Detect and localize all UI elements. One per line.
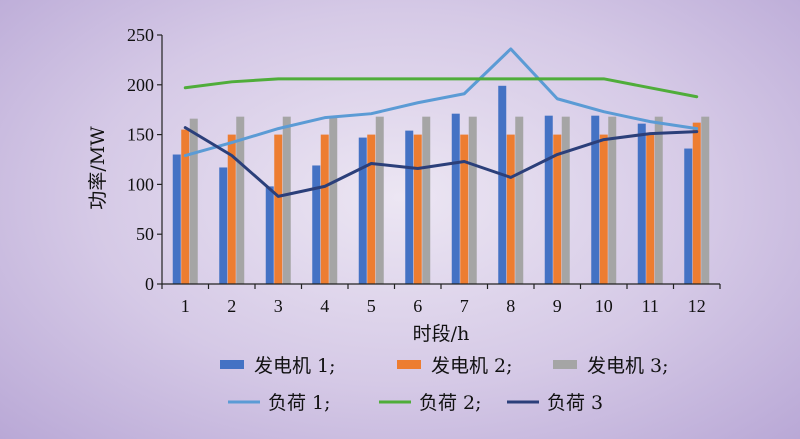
line-series-2	[183, 77, 699, 99]
y-tick-label-100: 100	[127, 174, 154, 194]
x-tick-label-11: 11	[642, 296, 659, 316]
bars-layer	[172, 85, 710, 285]
legend-label-bar-1: 发电机 1;	[254, 355, 336, 377]
bar-发电机2-6	[413, 134, 422, 284]
legend-label-bar-3: 发电机 3;	[587, 355, 669, 377]
bar-发电机2-2	[227, 134, 236, 284]
legend-swatch-bar-1	[220, 360, 244, 369]
bar-发电机3-4	[329, 116, 338, 284]
y-tick-label-250: 250	[127, 25, 154, 45]
x-axis-title: 时段/h	[413, 323, 470, 345]
x-tick-label-3: 3	[274, 296, 283, 316]
x-tick-label-6: 6	[413, 296, 422, 316]
bar-发电机2-4	[320, 134, 329, 284]
bar-发电机1-6	[405, 130, 414, 284]
x-tick-label-5: 5	[367, 296, 376, 316]
bar-发电机3-5	[375, 116, 384, 284]
legend-label-line-2: 负荷 2;	[419, 392, 482, 414]
bar-发电机3-9	[561, 116, 570, 284]
x-tick-label-4: 4	[320, 296, 329, 316]
line-series-3	[183, 126, 699, 198]
legend-label-line-1: 负荷 1;	[268, 392, 331, 414]
bar-发电机1-5	[358, 137, 367, 284]
x-tick-label-8: 8	[506, 296, 515, 316]
bar-发电机1-11	[637, 123, 646, 284]
bar-发电机2-11	[646, 134, 655, 284]
x-tick-label-1: 1	[181, 296, 190, 316]
bar-发电机3-1	[189, 118, 198, 284]
legend-label-line-3: 负荷 3	[547, 392, 603, 414]
bar-发电机2-12	[692, 122, 701, 284]
bar-发电机1-2	[219, 167, 228, 284]
y-tick-label-0: 0	[145, 274, 154, 294]
bar-发电机2-8	[506, 134, 515, 284]
bar-发电机3-6	[422, 116, 431, 284]
bar-发电机3-2	[236, 116, 245, 284]
x-tick-label-10: 10	[595, 296, 613, 316]
bar-发电机3-10	[608, 116, 617, 284]
bar-发电机2-9	[553, 134, 562, 284]
legend: 发电机 1; 发电机 2; 发电机 3; 负荷 1; 负荷 2; 负荷 3	[220, 355, 669, 414]
x-tick-label-9: 9	[553, 296, 562, 316]
bar-发电机1-3	[265, 186, 274, 284]
bar-发电机2-3	[274, 134, 283, 284]
bar-发电机2-1	[181, 129, 190, 284]
x-tick-label-12: 12	[688, 296, 706, 316]
bar-发电机3-11	[654, 116, 663, 284]
bar-发电机2-7	[460, 134, 469, 284]
bar-发电机3-7	[468, 116, 477, 284]
y-axis-title: 功率/MW	[87, 126, 109, 210]
bar-发电机1-1	[172, 154, 181, 284]
bar-发电机3-3	[282, 116, 291, 284]
x-tick-label-2: 2	[227, 296, 236, 316]
bar-发电机2-10	[599, 134, 608, 284]
line-series-1	[183, 47, 699, 158]
bar-发电机1-10	[591, 115, 600, 285]
bar-发电机1-9	[544, 115, 553, 285]
y-tick-label-150: 150	[127, 125, 154, 145]
legend-label-bar-2: 发电机 2;	[431, 355, 513, 377]
y-tick-label-50: 50	[136, 224, 154, 244]
bar-发电机2-5	[367, 134, 376, 284]
bar-发电机3-12	[701, 116, 710, 284]
bar-发电机3-8	[515, 116, 524, 284]
legend-swatch-bar-3	[553, 360, 577, 369]
bar-发电机1-8	[498, 85, 507, 285]
x-tick-label-7: 7	[460, 296, 469, 316]
bar-发电机1-12	[684, 148, 693, 284]
bar-发电机1-4	[312, 165, 321, 284]
legend-swatch-bar-2	[397, 360, 421, 369]
bar-发电机1-7	[451, 113, 460, 285]
y-tick-label-200: 200	[127, 75, 154, 95]
lines-layer	[183, 47, 699, 198]
